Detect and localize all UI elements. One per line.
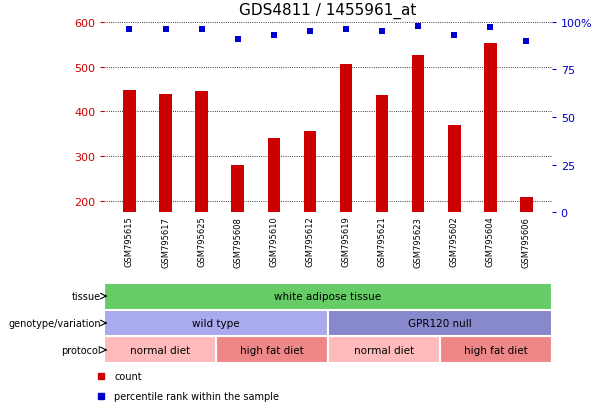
Text: high fat diet: high fat diet — [464, 345, 528, 355]
Text: count: count — [115, 371, 142, 381]
Bar — [328, 310, 552, 337]
Bar — [104, 337, 216, 363]
Text: high fat diet: high fat diet — [240, 345, 304, 355]
Text: GSM795604: GSM795604 — [486, 216, 495, 267]
Bar — [376, 96, 389, 213]
Bar — [412, 56, 424, 213]
Text: normal diet: normal diet — [130, 345, 190, 355]
Text: protocol: protocol — [61, 345, 101, 355]
Text: GSM795619: GSM795619 — [341, 216, 351, 267]
Text: GSM795602: GSM795602 — [450, 216, 459, 267]
Title: GDS4811 / 1455961_at: GDS4811 / 1455961_at — [239, 2, 417, 19]
Bar — [448, 126, 460, 213]
Text: wild type: wild type — [192, 318, 240, 328]
Bar — [159, 95, 172, 213]
Text: tissue: tissue — [72, 291, 101, 301]
Bar — [340, 65, 352, 213]
Bar — [440, 337, 552, 363]
Text: GSM795623: GSM795623 — [414, 216, 423, 267]
Text: white adipose tissue: white adipose tissue — [275, 291, 381, 301]
Text: normal diet: normal diet — [354, 345, 414, 355]
Bar — [123, 91, 136, 213]
Bar — [303, 131, 316, 213]
Bar — [520, 197, 533, 213]
Bar — [267, 139, 280, 213]
Text: GSM795615: GSM795615 — [125, 216, 134, 267]
Text: GPR120 null: GPR120 null — [408, 318, 471, 328]
Text: percentile rank within the sample: percentile rank within the sample — [115, 392, 280, 401]
Text: GSM795610: GSM795610 — [269, 216, 278, 267]
Text: GSM795625: GSM795625 — [197, 216, 206, 267]
Text: GSM795612: GSM795612 — [305, 216, 314, 267]
Bar — [216, 337, 328, 363]
Bar — [232, 166, 244, 213]
Text: genotype/variation: genotype/variation — [9, 318, 101, 328]
Bar — [104, 310, 328, 337]
Text: GSM795606: GSM795606 — [522, 216, 531, 267]
Text: GSM795617: GSM795617 — [161, 216, 170, 267]
Text: GSM795608: GSM795608 — [233, 216, 242, 267]
Bar — [484, 44, 497, 213]
Bar — [328, 337, 440, 363]
Bar — [196, 92, 208, 213]
Text: GSM795621: GSM795621 — [378, 216, 387, 267]
